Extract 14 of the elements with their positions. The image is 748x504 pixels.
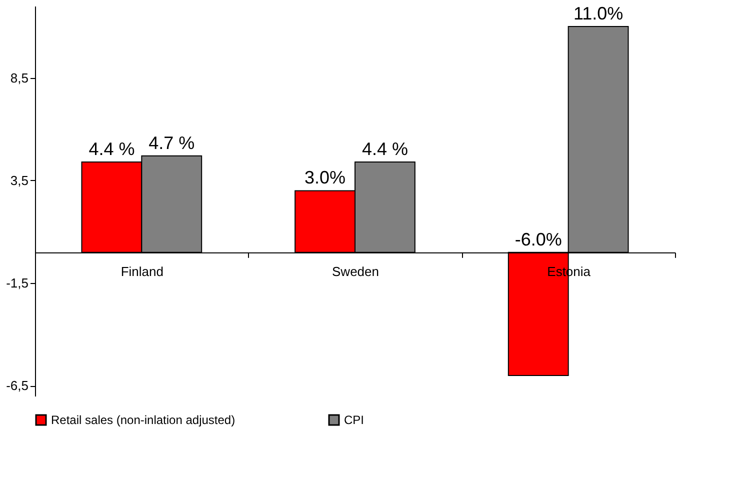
data-label: 4.4 % [88, 139, 135, 159]
x-tick-label: Finland [120, 264, 164, 279]
legend-label: Retail sales (non-inlation adjusted) [51, 413, 236, 427]
data-label: 3.0% [304, 168, 346, 188]
data-label: 4.7 % [148, 132, 195, 153]
y-tick-label: -1,5 [6, 276, 28, 291]
x-tick-label: Sweden [332, 264, 379, 279]
y-tick-label: 8,5 [10, 70, 28, 86]
data-label: 4.4 % [362, 139, 408, 159]
legend-label: CPI [344, 413, 364, 427]
y-tick-label: 3,5 [10, 172, 28, 188]
data-label: -6.0% [514, 229, 562, 250]
data-label: 11.0% [573, 4, 624, 24]
y-tick-label: -6,5 [6, 378, 28, 394]
